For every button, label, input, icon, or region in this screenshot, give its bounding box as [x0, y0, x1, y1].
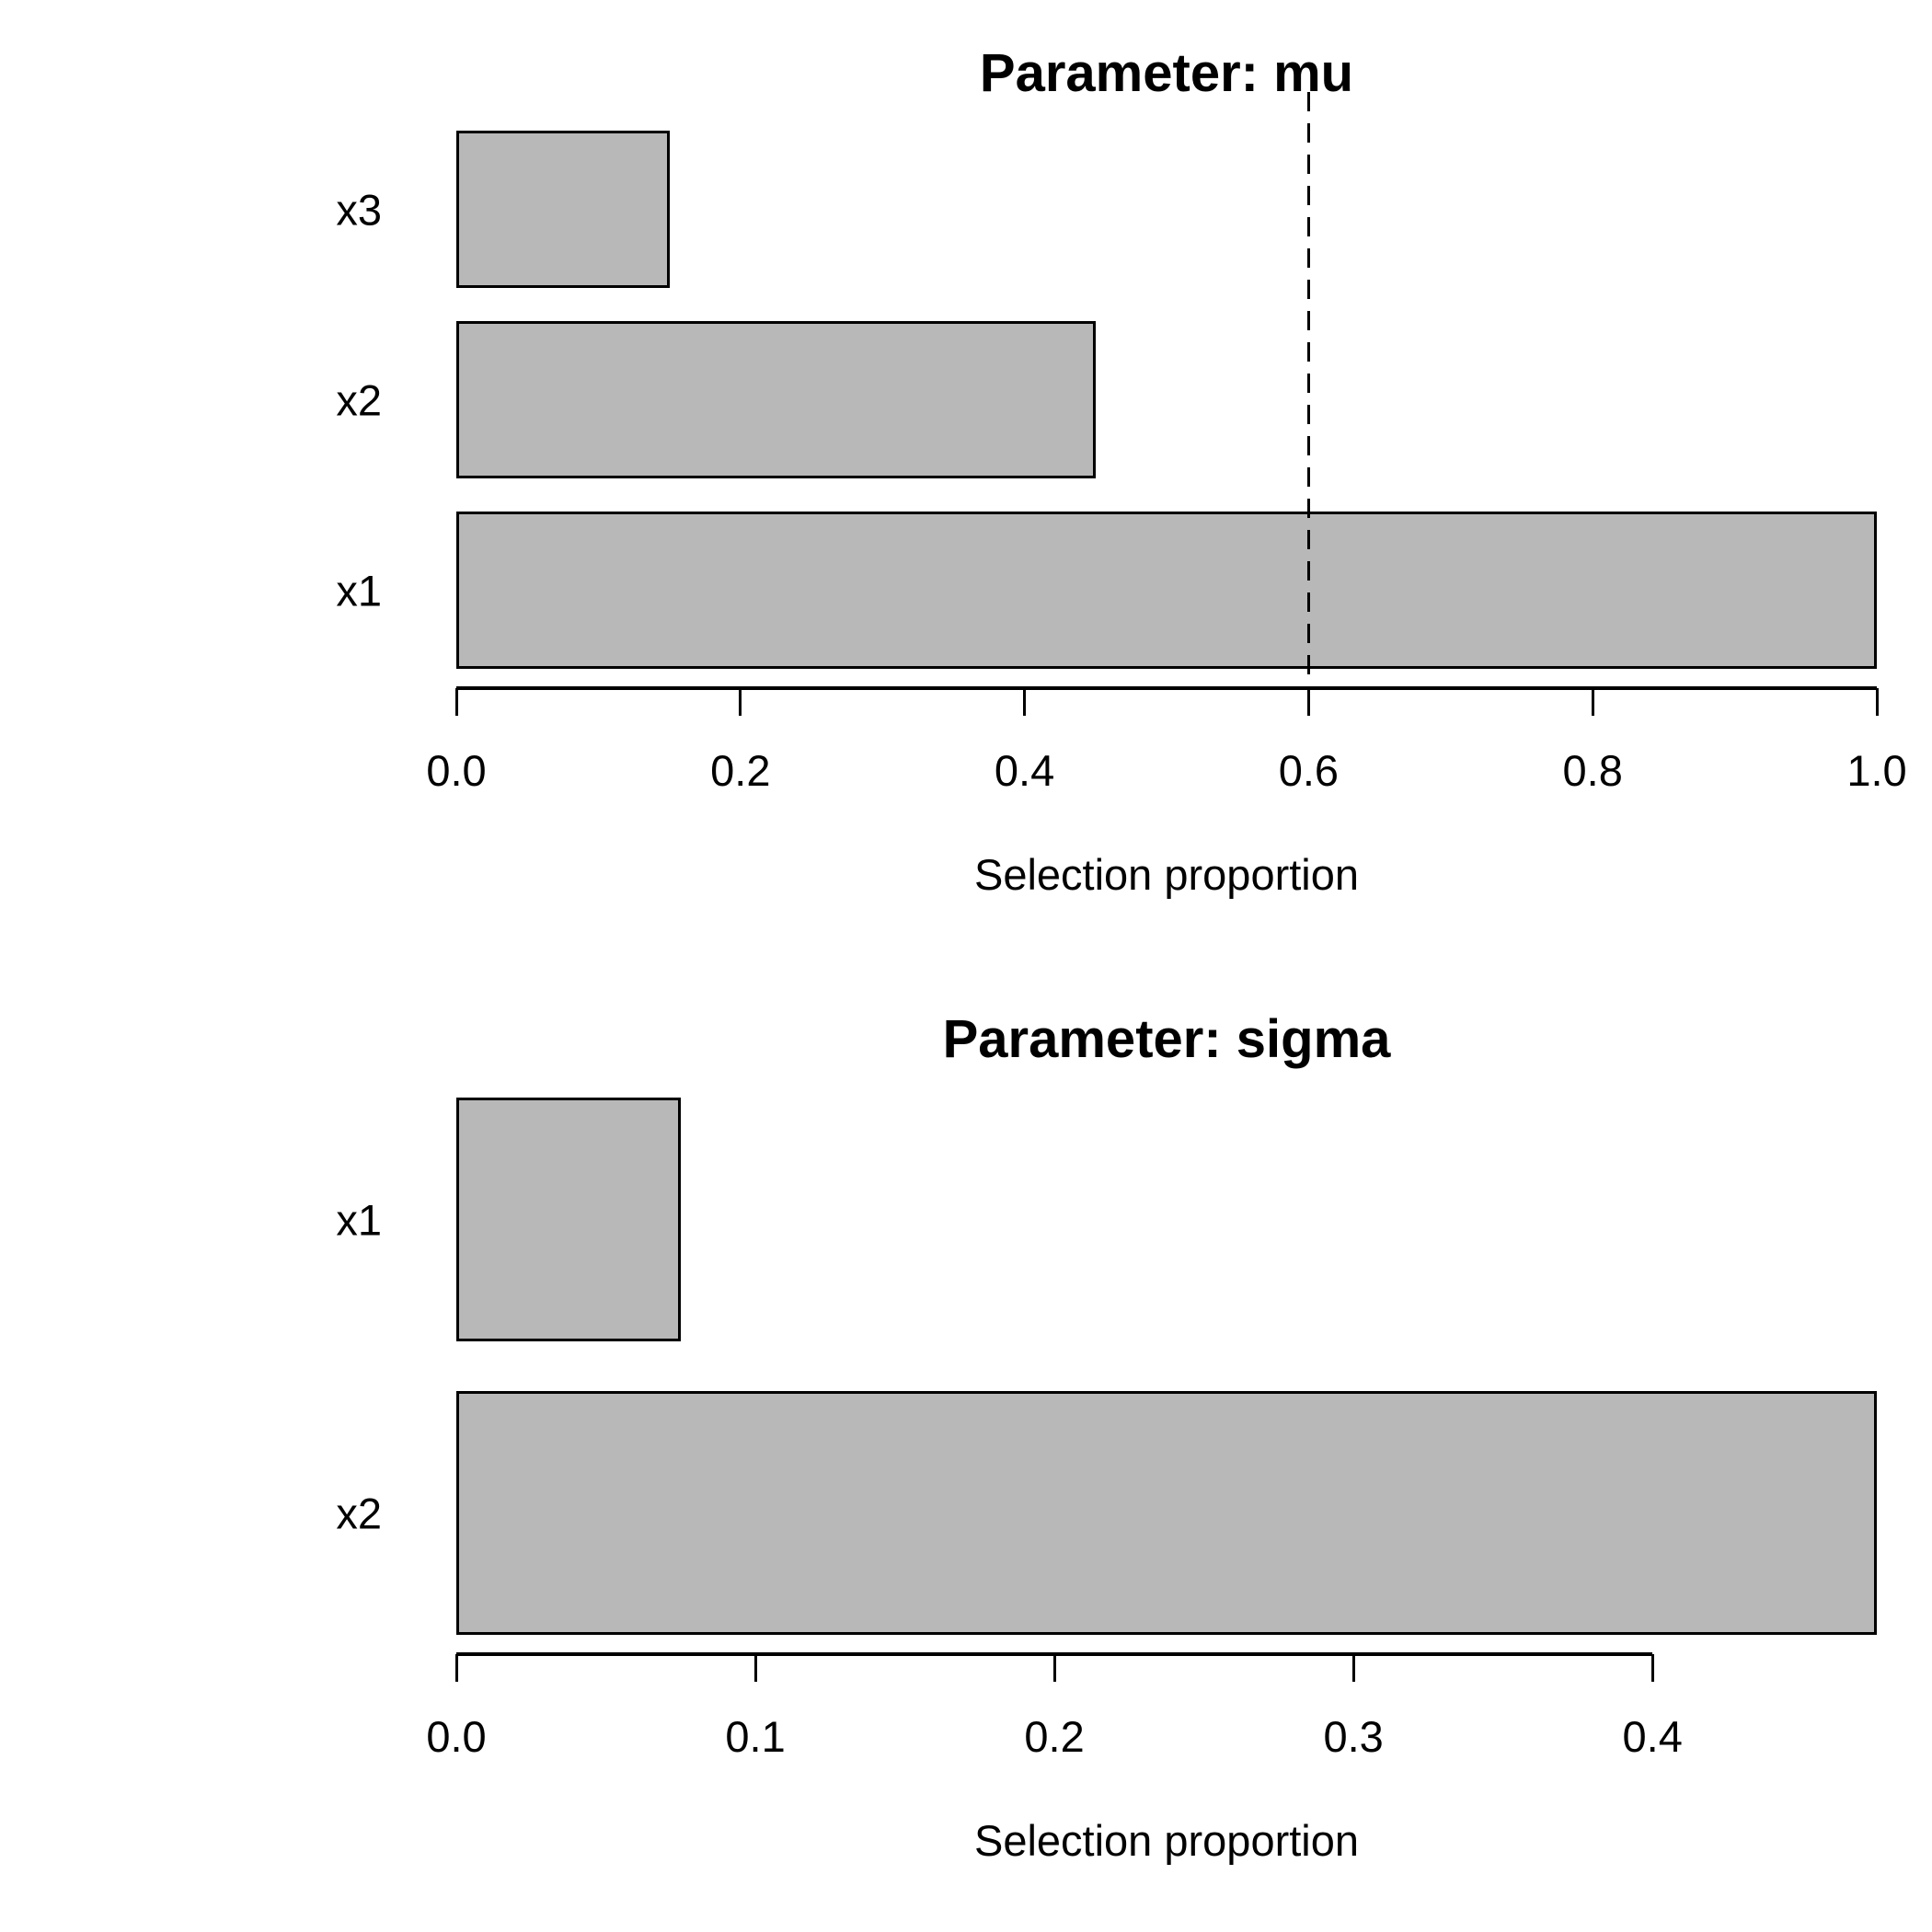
x-tick-label-0.4: 0.4 — [994, 746, 1055, 795]
x-tick-0.1 — [753, 1654, 757, 1682]
x-axis-line — [456, 686, 1877, 690]
x-tick-0.4 — [1650, 1654, 1654, 1682]
x-tick-label-0.0: 0.0 — [426, 1712, 487, 1761]
x-tick-0.2 — [739, 688, 742, 716]
plot-area-sigma: x1 x2 0.0 0.1 0.2 0.3 0.4 — [0, 966, 1932, 1932]
chart-panel-sigma: Parameter: sigma x1 x2 0.0 0.1 0.2 0.3 0.4 Sel… — [0, 966, 1932, 1932]
x-axis-label-sigma: Selection proportion — [973, 1816, 1360, 1865]
bar-label-x2: x2 — [336, 375, 382, 424]
x-tick-0.0 — [454, 688, 458, 716]
x-tick-label-0.1: 0.1 — [725, 1712, 786, 1761]
x-tick-0.8 — [1591, 688, 1594, 716]
chart-title-mu: Parameter: mu — [979, 43, 1354, 103]
plot-area-mu: x3 x2 x1 0.0 0.2 0.4 0.6 0.8 1.0 — [336, 92, 1907, 795]
x-axis-label-mu: Selection proportion — [973, 850, 1360, 899]
bar-label-x2: x2 — [336, 1489, 382, 1537]
x-tick-label-0.4: 0.4 — [1622, 1712, 1683, 1761]
bar-label-x3: x3 — [336, 185, 382, 234]
chart-panel-mu: Parameter: mu x3 x2 x1 0.0 0.2 0.4 0.6 0.8 1.0 S… — [336, 43, 1907, 899]
x-tick-label-0.3: 0.3 — [1323, 1712, 1384, 1761]
bar-x2 — [456, 321, 1096, 478]
x-tick-0.3 — [1351, 1654, 1355, 1682]
x-tick-0.6 — [1306, 688, 1310, 716]
bar-label-x1: x1 — [336, 566, 382, 615]
x-tick-0.2 — [1052, 1654, 1056, 1682]
x-tick-0.0 — [454, 1654, 458, 1682]
x-tick-label-0.8: 0.8 — [1562, 746, 1623, 795]
threshold-dashed-line — [1306, 92, 1310, 688]
bar-x1 — [456, 1098, 681, 1341]
x-tick-label-0.2: 0.2 — [1024, 1712, 1085, 1761]
x-tick-label-0.0: 0.0 — [426, 746, 487, 795]
x-tick-label-0.2: 0.2 — [710, 746, 771, 795]
bar-x1 — [456, 512, 1877, 669]
x-tick-0.4 — [1023, 688, 1027, 716]
bar-label-x1: x1 — [336, 1195, 382, 1244]
x-tick-1.0 — [1875, 688, 1879, 716]
x-tick-label-0.6: 0.6 — [1278, 746, 1340, 795]
bar-x3 — [456, 131, 670, 288]
chart-title-sigma: Parameter: sigma — [942, 1009, 1391, 1069]
bar-x2 — [456, 1391, 1877, 1635]
x-tick-label-1.0: 1.0 — [1846, 746, 1907, 795]
